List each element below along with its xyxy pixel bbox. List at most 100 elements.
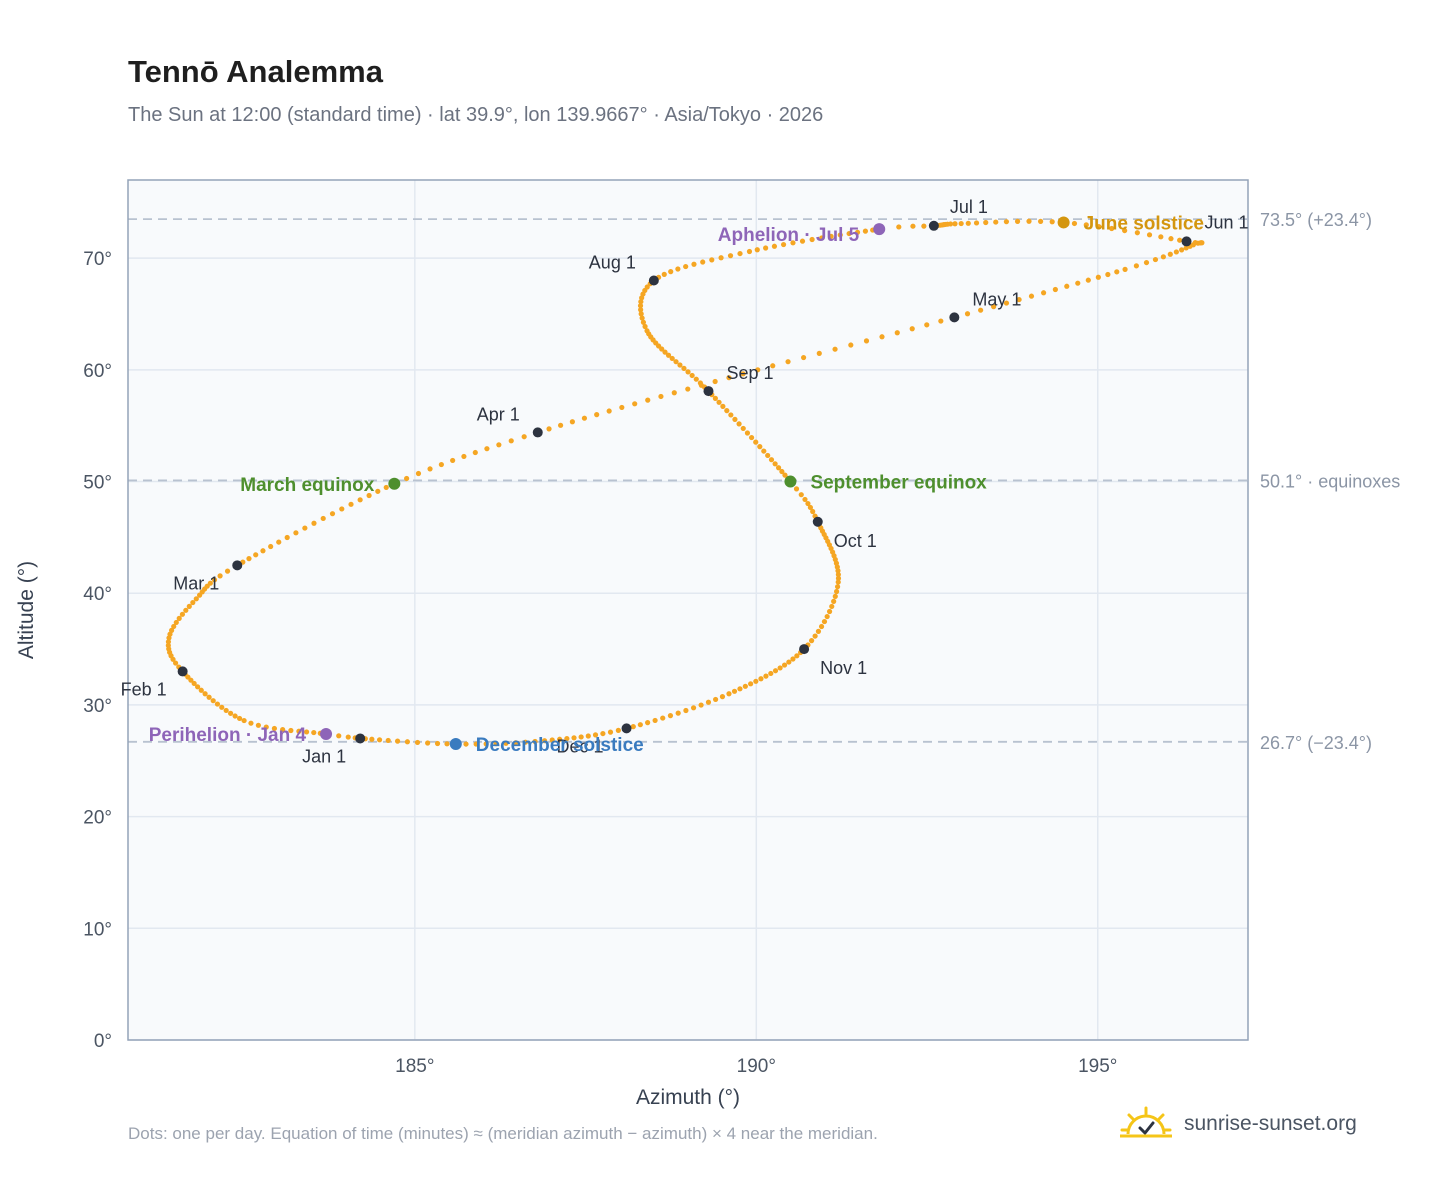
- day-dot: [763, 673, 769, 679]
- day-dot: [835, 575, 842, 581]
- day-dot: [630, 724, 636, 730]
- day-dot: [712, 395, 718, 401]
- event-label: March equinox: [240, 475, 375, 496]
- x-axis-label: Azimuth (°): [636, 1086, 740, 1109]
- day-dot: [781, 662, 788, 668]
- day-dot: [271, 725, 278, 732]
- day-dot: [1160, 254, 1166, 260]
- month-marker: [1181, 236, 1192, 247]
- day-dot: [652, 717, 658, 724]
- day-dot: [1014, 218, 1021, 224]
- day-dot: [660, 715, 666, 721]
- day-dot: [383, 484, 389, 491]
- day-dot: [606, 408, 612, 414]
- day-dot: [716, 399, 722, 405]
- day-dot: [862, 228, 869, 234]
- day-dot: [210, 698, 216, 704]
- day-dot: [248, 720, 254, 726]
- event-label: September equinox: [810, 473, 987, 494]
- event-label: Perihelion · Jan 4: [149, 725, 307, 746]
- day-dot: [246, 556, 252, 562]
- day-dot: [690, 705, 697, 711]
- day-dot: [404, 475, 410, 482]
- day-dot: [1167, 251, 1173, 257]
- axis-ticks: 185° 190° 195° 0° 10° 20° 30° 40° 50° 60° 70°: [83, 249, 1117, 1077]
- day-dot: [1040, 290, 1047, 296]
- month-marker: [812, 516, 823, 527]
- event-markers: March equinox September equinox June solst…: [149, 213, 1204, 756]
- x-tick-label: 195°: [1078, 1056, 1117, 1077]
- day-dot: [1095, 274, 1101, 280]
- month-marker-label: May 1: [972, 289, 1021, 309]
- day-dot: [217, 573, 223, 579]
- day-dot: [938, 318, 944, 324]
- day-dot: [639, 295, 645, 301]
- day-dot: [206, 694, 212, 700]
- y-tick-label: 0°: [94, 1031, 112, 1052]
- day-dot: [645, 397, 651, 403]
- day-dot: [557, 736, 563, 742]
- day-dot: [592, 732, 599, 738]
- day-dot: [376, 737, 383, 743]
- day-dot: [303, 729, 310, 735]
- y-tick-label: 50°: [83, 473, 112, 494]
- day-dot: [280, 726, 286, 733]
- day-dot: [223, 707, 229, 714]
- day-dot: [444, 741, 450, 747]
- month-marker: [928, 220, 939, 231]
- day-dot: [661, 271, 667, 277]
- day-dot: [1192, 240, 1198, 246]
- day-dot: [910, 223, 916, 229]
- brand[interactable]: sunrise-sunset.org: [1120, 1104, 1357, 1144]
- day-dot: [594, 412, 600, 418]
- month-marker-label: Feb 1: [121, 679, 167, 699]
- day-dot: [513, 740, 519, 746]
- day-dot: [848, 342, 854, 348]
- day-dot: [685, 369, 691, 375]
- day-dot: [1049, 219, 1055, 225]
- y-tick-label: 10°: [83, 919, 112, 940]
- day-dot: [691, 261, 697, 267]
- day-dot: [190, 599, 196, 606]
- day-dot: [320, 515, 326, 522]
- event-marker: [388, 477, 401, 490]
- day-dot: [726, 691, 732, 697]
- day-dot: [835, 568, 841, 574]
- day-dot: [450, 457, 456, 464]
- day-dot: [638, 307, 644, 313]
- y-tick-label: 20°: [83, 808, 112, 829]
- day-dot: [557, 422, 564, 428]
- day-dot: [427, 466, 433, 472]
- day-dot: [541, 738, 548, 744]
- day-dot: [483, 741, 489, 747]
- day-dot: [812, 633, 818, 639]
- day-dot: [1028, 293, 1035, 299]
- day-dot: [991, 304, 997, 310]
- day-dot: [581, 415, 588, 421]
- day-dot: [615, 727, 621, 733]
- day-dot: [1085, 277, 1091, 283]
- day-dot: [1016, 296, 1022, 303]
- day-dot: [809, 236, 815, 243]
- day-dot: [755, 367, 761, 373]
- day-dot: [763, 245, 769, 251]
- day-dot: [637, 722, 643, 728]
- day-dot: [965, 220, 971, 226]
- day-dot: [828, 233, 834, 239]
- day-dot: [168, 627, 175, 633]
- day-dot: [532, 738, 538, 745]
- day-dot: [508, 438, 514, 444]
- day-dot: [786, 659, 792, 665]
- day-dot: [202, 691, 208, 697]
- day-dot: [824, 613, 830, 620]
- day-dot: [414, 739, 421, 746]
- day-dot: [952, 221, 958, 227]
- event-marker: [873, 223, 886, 236]
- day-dot: [742, 683, 748, 689]
- day-dot: [375, 488, 381, 494]
- day-dot: [819, 235, 825, 241]
- day-dot: [1071, 220, 1078, 227]
- day-dot: [173, 619, 179, 626]
- day-dot: [894, 330, 900, 336]
- month-marker-label: Jan 1: [302, 746, 346, 766]
